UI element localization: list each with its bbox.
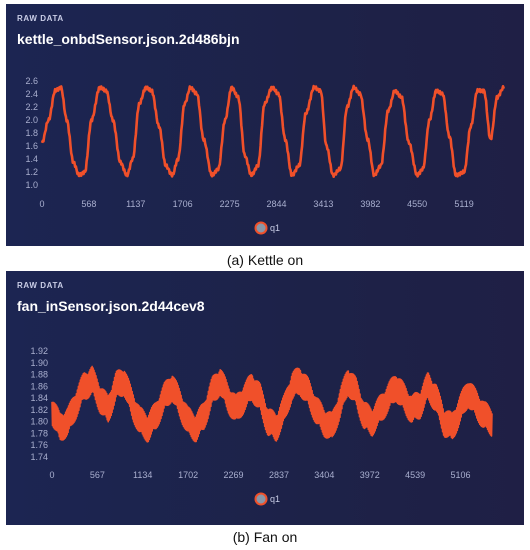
- chart-title: kettle_onbdSensor.json.2d486bjn: [17, 31, 240, 47]
- y-tick-label: 1.86: [30, 381, 48, 391]
- y-tick-label: 1.92: [30, 346, 48, 356]
- x-tick-label: 1134: [133, 470, 152, 480]
- x-tick-label: 5119: [454, 199, 473, 209]
- y-tick-label: 1.88: [30, 370, 48, 380]
- legend-marker[interactable]: [254, 221, 268, 235]
- x-tick-label: 3972: [360, 470, 380, 480]
- y-tick-label: 1.74: [30, 452, 48, 462]
- x-tick-label: 1137: [126, 199, 145, 209]
- series-line-q1: [51, 365, 493, 443]
- y-tick-label: 1.2: [25, 167, 38, 177]
- y-tick-label: 1.78: [30, 428, 48, 438]
- series-line-q1: [40, 84, 506, 178]
- legend-label[interactable]: q1: [270, 494, 280, 504]
- line-chart-fan: 1.92 1.90 1.881.86 1.84 1.82 1.801.78 1.76 1.74…: [30, 346, 493, 506]
- x-tick-label: 3413: [313, 199, 333, 209]
- x-tick-label: 3982: [360, 199, 380, 209]
- y-tick-label: 1.82: [30, 405, 48, 415]
- y-tick-label: 2.2: [25, 102, 38, 112]
- y-tick-label: 1.4: [25, 154, 38, 164]
- x-tick-label: 1702: [178, 470, 198, 480]
- x-tick-label: 4550: [407, 199, 427, 209]
- x-tick-label: 2844: [266, 199, 286, 209]
- x-tick-label: 2275: [220, 199, 240, 209]
- y-tick-label: 2.4: [25, 89, 38, 99]
- y-tick-label: 1.76: [30, 440, 48, 450]
- line-chart-kettle: 2.6 2.4 2.2 2.0 1.8 1.6 1.4 1.2 1.00 568 1137 1706 2…: [25, 76, 506, 235]
- x-tick-label: 568: [81, 199, 96, 209]
- y-tick-label: 2.6: [25, 76, 38, 86]
- y-tick-label: 1.8: [25, 128, 38, 138]
- x-tick-label: 2837: [269, 470, 289, 480]
- legend-marker[interactable]: [254, 492, 268, 506]
- chart-panel-fan: RAW DATA fan_inSensor.json.2d44cev8 1.92…: [6, 271, 524, 525]
- panel-label: RAW DATA: [17, 281, 64, 290]
- x-tick-label: 3404: [314, 470, 334, 480]
- x-tick-label: 5106: [450, 470, 470, 480]
- x-tick-label: 0: [49, 470, 54, 480]
- y-tick-label: 1.80: [30, 417, 48, 427]
- y-tick-label: 1.0: [25, 180, 38, 190]
- y-tick-label: 1.6: [25, 141, 38, 151]
- y-tick-label: 1.84: [30, 393, 48, 403]
- y-tick-label: 2.0: [25, 115, 38, 125]
- panel-label: RAW DATA: [17, 14, 64, 23]
- x-tick-label: 2269: [224, 470, 244, 480]
- x-tick-label: 0: [39, 199, 44, 209]
- legend-label[interactable]: q1: [270, 223, 280, 233]
- figure-caption-a: (a) Kettle on: [226, 252, 304, 268]
- figure-caption-b: (b) Fan on: [232, 529, 298, 545]
- x-tick-label: 4539: [405, 470, 425, 480]
- chart-panel-kettle: RAW DATA kettle_onbdSensor.json.2d486bjn…: [6, 4, 524, 246]
- y-tick-label: 1.90: [30, 358, 48, 368]
- chart-title: fan_inSensor.json.2d44cev8: [17, 298, 205, 314]
- x-tick-label: 1706: [173, 199, 193, 209]
- x-tick-label: 567: [90, 470, 105, 480]
